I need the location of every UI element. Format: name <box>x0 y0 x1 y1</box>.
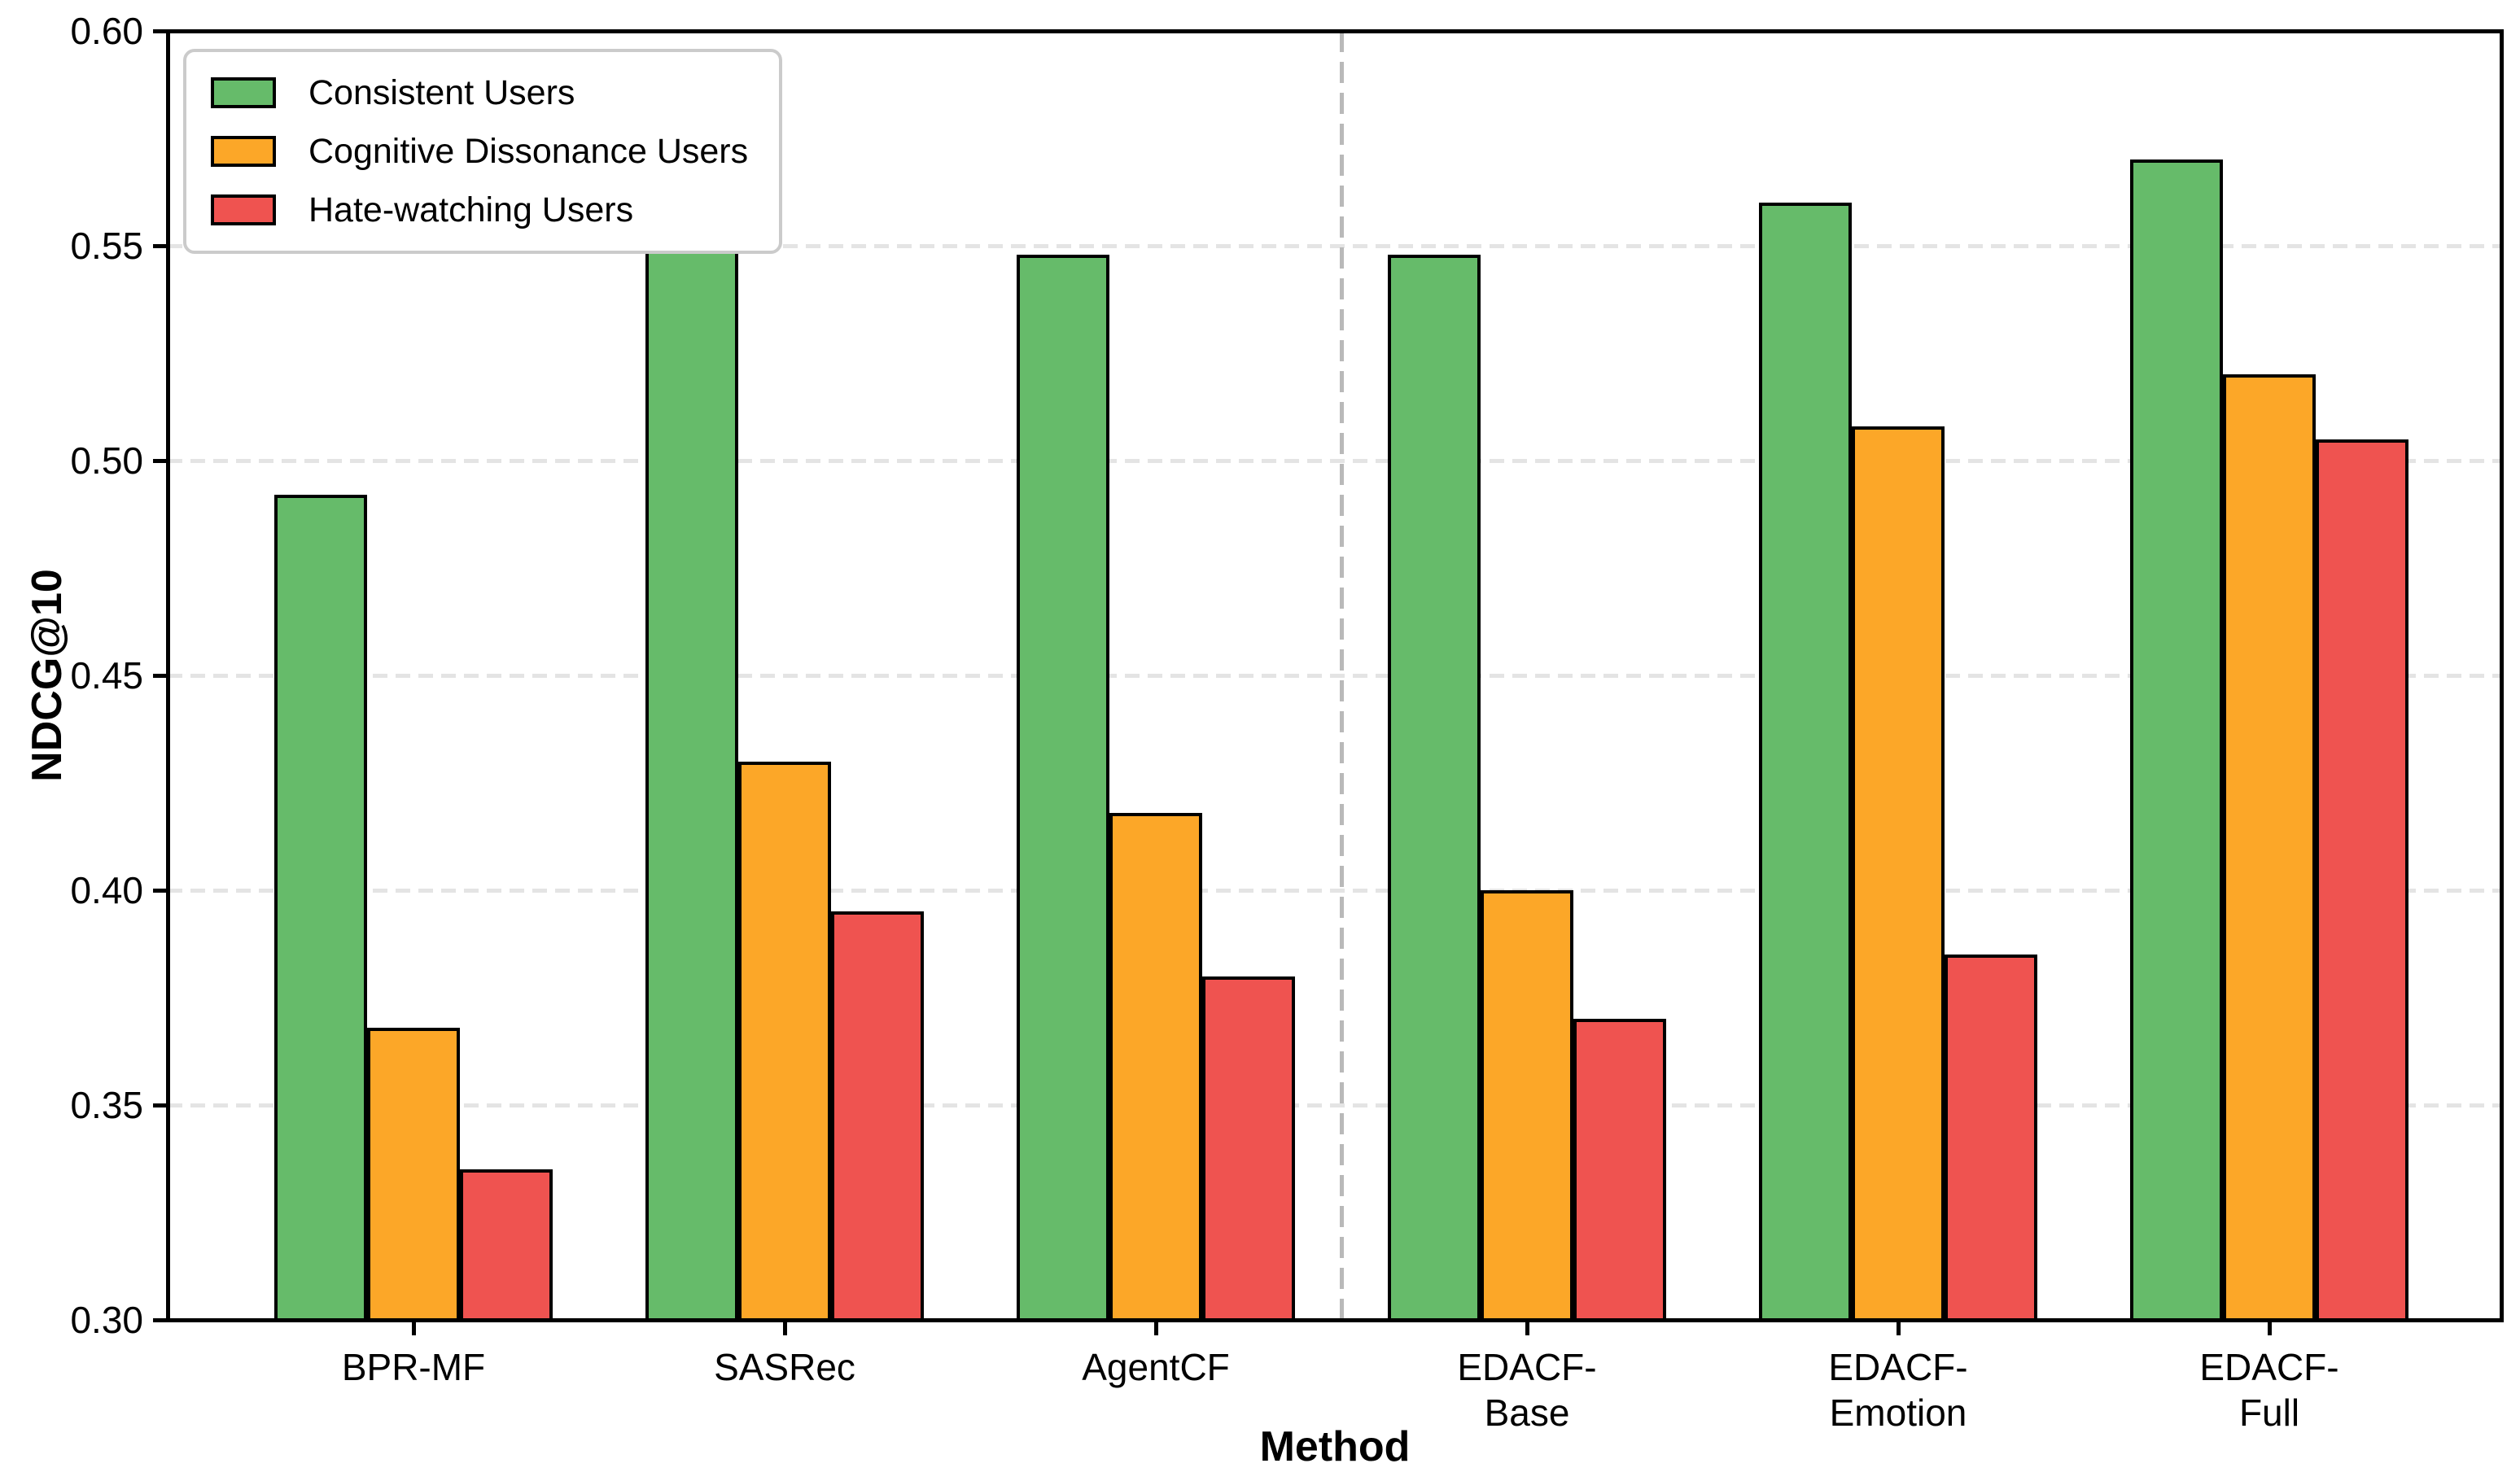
x-tick-label-line: Full <box>2238 1391 2300 1434</box>
bar-edacf-full-series-1 <box>2223 374 2316 1322</box>
y-axis-label: NDCG@10 <box>24 569 71 782</box>
gridline <box>168 243 2501 248</box>
legend-item: Consistent Users <box>211 63 748 122</box>
legend-swatch-consistent-users <box>211 77 276 108</box>
y-tick-mark <box>152 243 166 248</box>
y-tick-mark <box>152 1103 166 1107</box>
y-tick-label: 0.45 <box>70 654 143 697</box>
x-tick-label-line: AgentCF <box>1082 1346 1230 1388</box>
x-tick-mark <box>2267 1322 2272 1335</box>
x-tick-mark <box>1153 1322 1158 1335</box>
y-tick-label: 0.35 <box>70 1084 143 1126</box>
y-tick-label: 0.55 <box>70 225 143 267</box>
y-tick-mark <box>152 458 166 463</box>
bar-edacf-full-series-2 <box>2316 439 2408 1322</box>
y-tick-label: 0.60 <box>70 10 143 52</box>
gridline <box>168 673 2501 678</box>
legend-item: Hate-watching Users <box>211 181 748 239</box>
bar-sasrec-series-2 <box>831 911 924 1322</box>
bar-sasrec-series-0 <box>645 233 738 1322</box>
legend-label: Hate-watching Users <box>308 190 634 229</box>
legend-label: Consistent Users <box>308 72 575 112</box>
x-tick-label-line: Base <box>1484 1391 1570 1434</box>
gridline <box>168 888 2501 893</box>
y-tick-mark <box>152 888 166 893</box>
legend-item: Cognitive Dissonance Users <box>211 122 748 181</box>
legend-label: Cognitive Dissonance Users <box>308 131 749 171</box>
bar-bpr-mf-series-1 <box>367 1027 460 1322</box>
bar-edacf-base-series-1 <box>1481 890 1573 1322</box>
bar-agentcf-series-1 <box>1109 812 1202 1322</box>
bar-agentcf-series-2 <box>1202 976 1295 1322</box>
x-axis-label: Method <box>1259 1423 1411 1470</box>
legend: Consistent Users Cognitive Dissonance Us… <box>183 49 783 254</box>
x-tick-mark <box>782 1322 787 1335</box>
x-tick-mark <box>1525 1322 1529 1335</box>
legend-swatch-cognitive-dissonance-users <box>211 136 276 167</box>
bar-sasrec-series-1 <box>738 761 831 1322</box>
bar-edacf-base-series-0 <box>1388 254 1481 1322</box>
y-tick-mark <box>152 1317 166 1322</box>
bar-edacf-base-series-2 <box>1573 1019 1666 1322</box>
y-tick-label: 0.30 <box>70 1299 143 1341</box>
x-tick-label: EDACF- Full <box>2025 1344 2513 1435</box>
x-tick-label-line: Emotion <box>1829 1391 1967 1434</box>
y-tick-label: 0.40 <box>70 869 143 911</box>
bar-bpr-mf-series-2 <box>460 1169 553 1322</box>
bar-edacf-emotion-series-0 <box>1759 203 1852 1322</box>
group-separator-line <box>1339 31 1344 1320</box>
bar-agentcf-series-0 <box>1017 254 1109 1322</box>
x-tick-label-line: EDACF- <box>1828 1346 1968 1388</box>
x-tick-mark <box>411 1322 416 1335</box>
bar-edacf-emotion-series-1 <box>1852 426 1945 1322</box>
x-tick-label: AgentCF <box>912 1344 1400 1390</box>
bar-edacf-emotion-series-2 <box>1945 955 2037 1322</box>
y-tick-label: 0.50 <box>70 439 143 482</box>
x-tick-label-line: BPR-MF <box>341 1346 486 1388</box>
x-tick-label-line: SASRec <box>714 1346 855 1388</box>
y-tick-mark <box>152 28 166 33</box>
legend-swatch-hate-watching-users <box>211 194 276 225</box>
gridline <box>168 458 2501 463</box>
x-tick-label-line: EDACF- <box>1457 1346 1597 1388</box>
x-tick-mark <box>1896 1322 1901 1335</box>
gridline <box>168 1103 2501 1107</box>
x-tick-label: SASRec <box>540 1344 1029 1390</box>
bar-bpr-mf-series-0 <box>274 495 367 1322</box>
y-tick-mark <box>152 673 166 678</box>
x-tick-label: EDACF- Emotion <box>1654 1344 2142 1435</box>
bar-edacf-full-series-0 <box>2130 159 2223 1322</box>
x-tick-label: EDACF- Base <box>1283 1344 1771 1435</box>
x-tick-label-line: EDACF- <box>2199 1346 2339 1388</box>
x-tick-label: BPR-MF <box>169 1344 658 1390</box>
